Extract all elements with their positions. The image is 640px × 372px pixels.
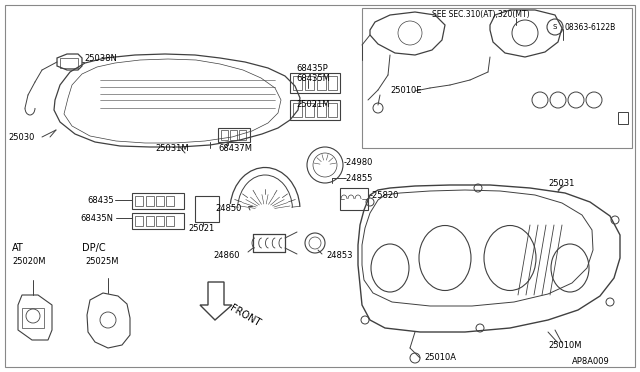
Text: 25010E: 25010E [390,86,422,94]
Bar [328,103,337,117]
Bar [156,196,164,206]
Text: -25820: -25820 [370,190,399,199]
Text: 68437M: 68437M [218,144,252,153]
Bar [290,100,340,120]
Text: -24855: -24855 [344,173,373,183]
Bar [305,103,314,117]
Bar [362,8,632,148]
Text: S: S [553,24,557,30]
Bar [132,193,184,209]
Bar [317,76,326,90]
Bar [230,130,237,140]
Bar [132,213,184,229]
Text: 24853: 24853 [326,251,353,260]
Text: 25010M: 25010M [548,340,582,350]
Text: DP/C: DP/C [82,243,106,253]
Text: SEE SEC.310(AT),320(MT): SEE SEC.310(AT),320(MT) [432,10,530,19]
Text: 24860: 24860 [213,251,239,260]
Text: 25021: 25021 [188,224,214,232]
Bar [135,216,143,226]
Text: 25030: 25030 [8,132,35,141]
Text: AP8A009: AP8A009 [572,357,610,366]
Text: -24980: -24980 [344,157,373,167]
Text: 68435M: 68435M [296,74,330,83]
Text: 25025M: 25025M [85,257,118,266]
Bar [340,188,368,210]
Text: 25020M: 25020M [12,257,45,266]
Bar [135,196,143,206]
Bar [146,196,154,206]
Bar [293,76,302,90]
Text: 68435P: 68435P [296,64,328,73]
Text: 25038N: 25038N [84,54,117,62]
Bar [146,216,154,226]
Bar [166,216,174,226]
Bar [239,130,246,140]
Bar [290,73,340,93]
Text: 68435: 68435 [87,196,114,205]
Bar [293,103,302,117]
Text: FRONT: FRONT [228,303,262,329]
Bar [195,196,219,222]
Text: 24850: 24850 [215,203,241,212]
Text: AT: AT [12,243,24,253]
Bar [166,196,174,206]
Bar [317,103,326,117]
Bar [305,76,314,90]
Text: 68435N: 68435N [80,214,113,222]
Text: 25021M: 25021M [296,99,330,109]
Bar [328,76,337,90]
Text: 08363-6122B: 08363-6122B [565,22,616,32]
Bar [60,58,78,68]
Text: 25010A: 25010A [424,353,456,362]
Bar [221,130,228,140]
Bar [22,308,44,328]
Bar [218,128,250,142]
Bar [618,112,628,124]
Text: 25031: 25031 [548,179,574,187]
Bar [156,216,164,226]
Text: 25031M: 25031M [155,144,189,153]
